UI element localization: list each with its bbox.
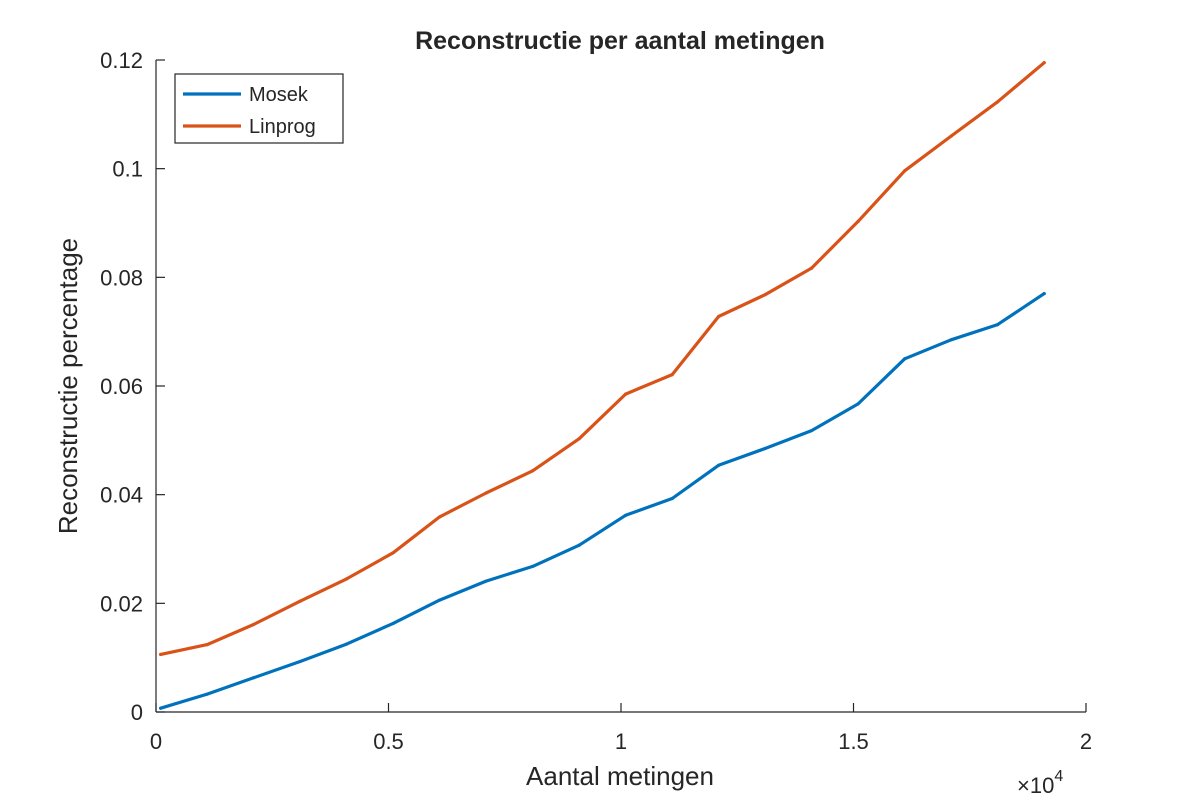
- data-point-linprog: [763, 293, 767, 297]
- y-tick-label: 0: [131, 700, 143, 725]
- data-point-linprog: [159, 652, 163, 657]
- x-tick-label: 0: [150, 729, 162, 754]
- data-point-linprog: [670, 372, 674, 377]
- data-point-linprog: [391, 551, 395, 555]
- data-point-mosek: [810, 428, 814, 433]
- series-line-linprog: [159, 61, 1046, 657]
- data-point-mosek: [531, 564, 535, 568]
- y-tick-label: 0.02: [100, 591, 143, 616]
- y-tick-label: 0.08: [100, 265, 143, 290]
- legend-box: [174, 73, 344, 144]
- data-point-mosek: [345, 642, 349, 646]
- data-point-linprog: [438, 515, 442, 519]
- data-point-mosek: [903, 357, 907, 361]
- x-tick-label: 1.5: [838, 729, 869, 754]
- data-point-mosek: [438, 598, 442, 602]
- data-point-linprog: [577, 437, 581, 441]
- data-point-linprog: [205, 643, 209, 647]
- plot-area: 0 0.5 1 1.5 2 0 0.02 0.04 0.06 0.08 0.1 0.12: [100, 48, 1092, 754]
- y-tick-label: 0.04: [100, 483, 143, 508]
- legend-label-mosek: Mosek: [249, 84, 309, 106]
- data-point-mosek: [391, 621, 395, 626]
- y-axis-label: Reconstructie percentage: [53, 238, 83, 534]
- data-point-linprog: [484, 491, 488, 495]
- data-point-mosek: [577, 543, 581, 547]
- data-point-mosek: [670, 496, 674, 501]
- x-axis-exponent: ×104: [1017, 768, 1063, 798]
- data-point-mosek: [159, 706, 163, 710]
- data-point-linprog: [810, 266, 814, 270]
- data-point-mosek: [298, 659, 302, 664]
- data-point-mosek: [252, 676, 256, 680]
- x-tick-label: 0.5: [373, 729, 404, 754]
- x-axis-exponent-power: 4: [1054, 768, 1063, 785]
- data-point-mosek: [484, 579, 488, 583]
- legend-label-linprog: Linprog: [249, 116, 316, 138]
- data-point-mosek: [624, 513, 628, 517]
- series-line-mosek: [159, 292, 1046, 710]
- data-point-linprog: [856, 219, 860, 223]
- data-point-linprog: [531, 469, 535, 473]
- data-point-linprog: [996, 100, 1000, 104]
- data-point-linprog: [1042, 61, 1046, 65]
- y-tick-label: 0.06: [100, 374, 143, 399]
- legend: Mosek Linprog: [174, 73, 344, 144]
- data-point-mosek: [717, 463, 721, 467]
- data-point-linprog: [717, 314, 721, 319]
- data-point-mosek: [205, 692, 209, 696]
- data-point-linprog: [903, 169, 907, 173]
- data-point-mosek: [1042, 292, 1046, 296]
- data-point-linprog: [252, 622, 256, 627]
- data-point-linprog: [345, 577, 349, 581]
- data-point-linprog: [298, 599, 302, 603]
- x-tick-label: 1: [615, 729, 627, 754]
- chart-title: Reconstructie per aantal metingen: [415, 27, 825, 55]
- data-point-mosek: [949, 338, 953, 342]
- data-point-mosek: [763, 446, 767, 451]
- data-point-mosek: [996, 323, 1000, 327]
- x-tick-label: 2: [1080, 729, 1092, 754]
- y-tick-label: 0.1: [112, 157, 143, 182]
- data-point-mosek: [856, 402, 860, 406]
- data-point-linprog: [624, 392, 628, 396]
- y-tick-label: 0.12: [100, 48, 143, 73]
- data-point-linprog: [949, 134, 953, 138]
- x-axis-exponent-base: ×10: [1017, 773, 1054, 798]
- x-axis-label: Aantal metingen: [526, 761, 714, 791]
